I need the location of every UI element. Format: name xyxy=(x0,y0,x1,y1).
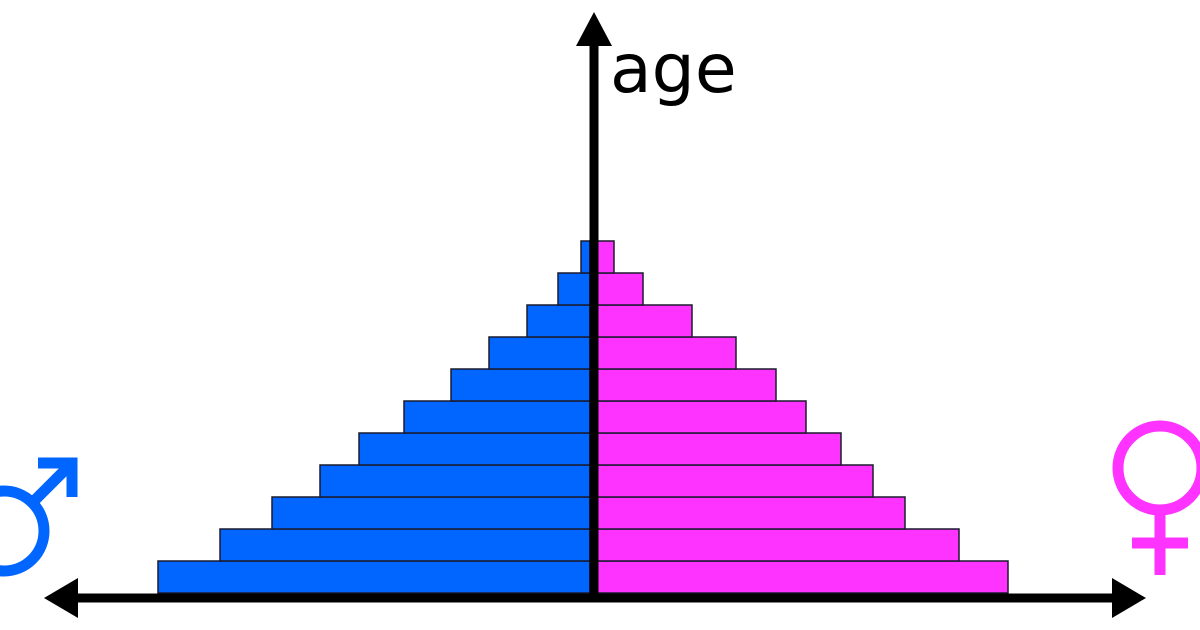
female-bar xyxy=(589,336,737,370)
female-symbol-icon xyxy=(1112,420,1200,575)
female-bar xyxy=(589,560,1009,594)
male-bar xyxy=(271,496,591,530)
female-bar xyxy=(589,304,693,338)
female-bar xyxy=(589,432,842,466)
x-axis-right-arrow xyxy=(1112,578,1146,618)
male-bar xyxy=(450,368,591,402)
x-axis-left-arrow xyxy=(44,578,78,618)
male-bar xyxy=(403,400,591,434)
male-symbol-icon xyxy=(0,457,78,577)
female-bar xyxy=(589,528,960,562)
male-bar xyxy=(580,240,591,274)
y-axis-arrow xyxy=(576,12,612,46)
female-bar xyxy=(589,464,874,498)
male-bar xyxy=(358,432,591,466)
male-bar xyxy=(319,464,591,498)
male-bar xyxy=(526,304,591,338)
male-bar xyxy=(488,336,591,370)
male-bar xyxy=(219,528,591,562)
female-bar xyxy=(589,368,777,402)
male-bar xyxy=(157,560,591,594)
female-bar xyxy=(589,496,906,530)
female-bars xyxy=(589,240,1009,594)
y-axis-label: age xyxy=(610,30,737,109)
male-bars xyxy=(157,240,591,594)
female-bar xyxy=(589,400,807,434)
male-bar xyxy=(557,272,591,306)
